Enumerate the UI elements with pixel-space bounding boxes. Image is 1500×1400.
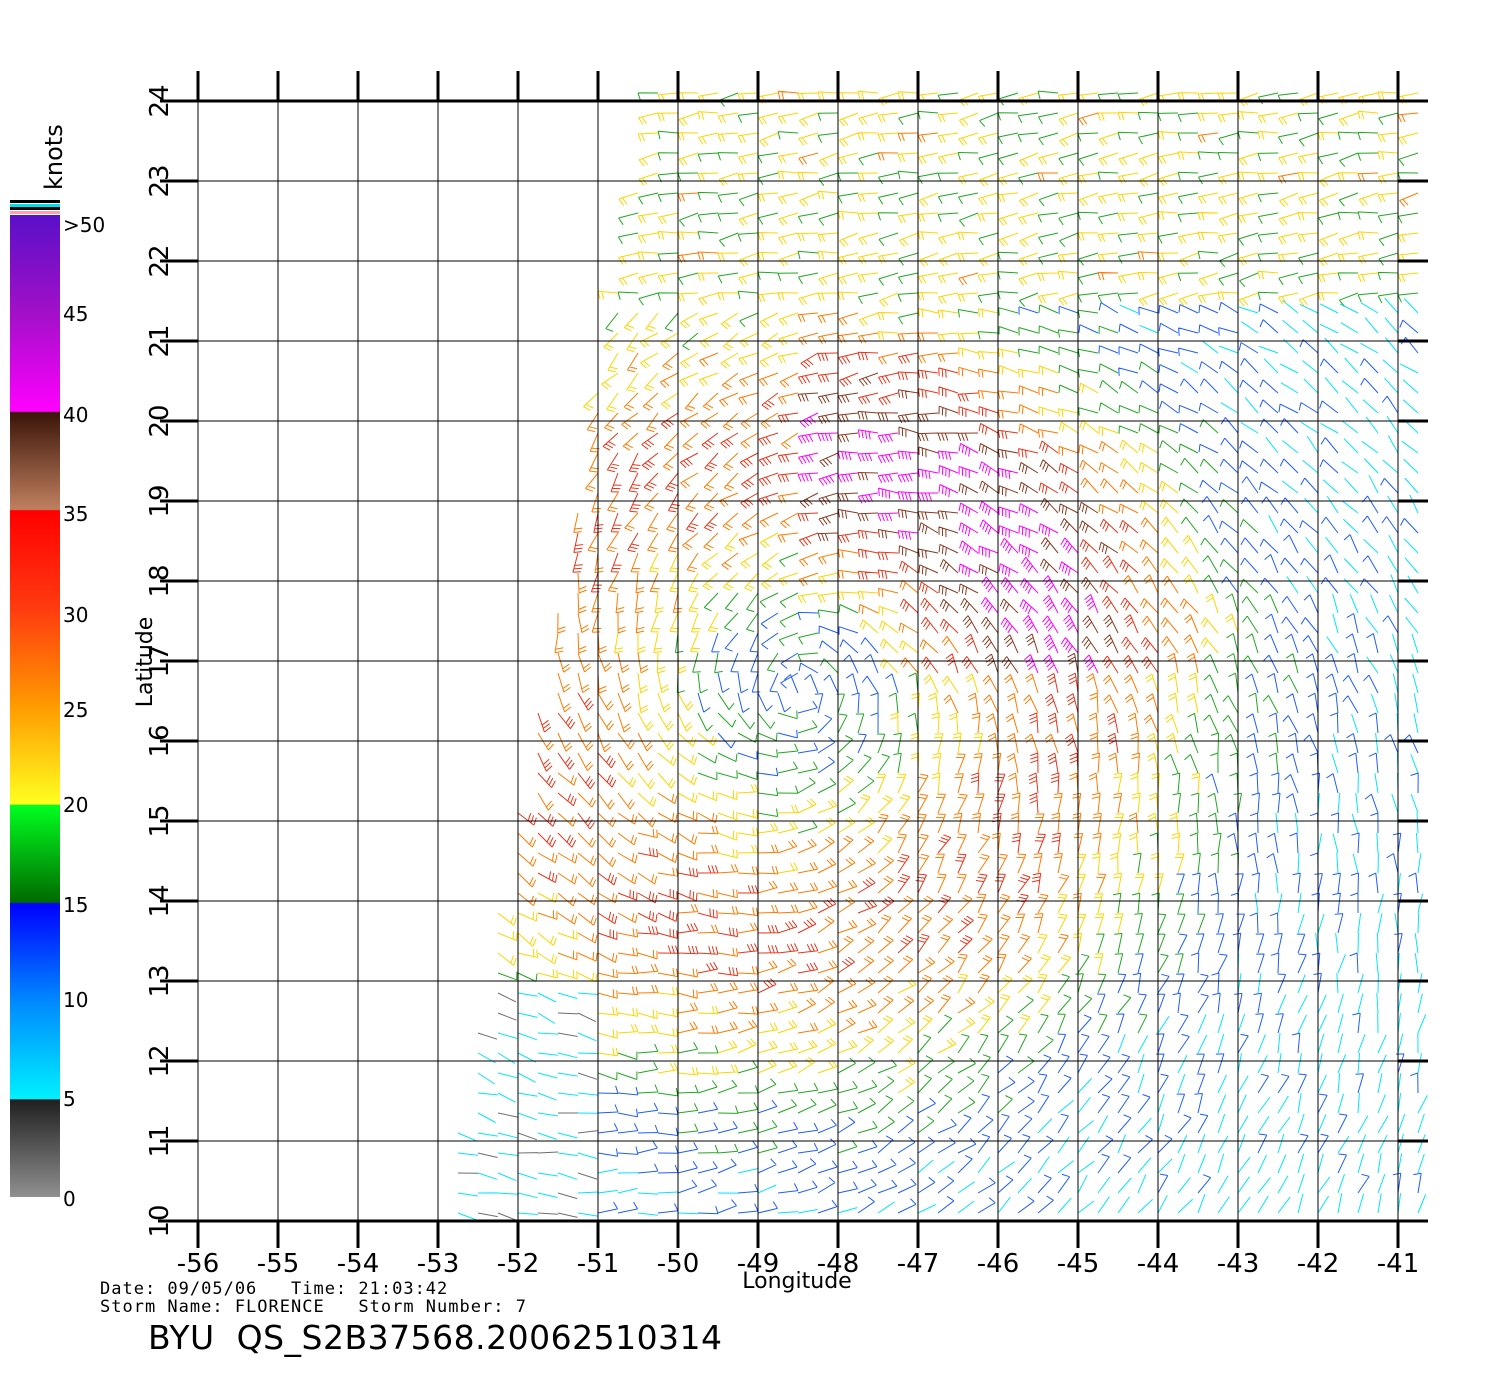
color-bar-swatch [10, 204, 60, 207]
longitude-tick-label: -49 [737, 1249, 779, 1279]
wind-vector-field [457, 90, 1428, 1221]
wind-barb-group [457, 992, 598, 1221]
wind-barb-group [597, 301, 1422, 1215]
latitude-tick-label: 15 [145, 804, 175, 837]
color-bar-label: 30 [63, 603, 88, 627]
longitude-tick-label: -53 [417, 1249, 459, 1279]
longitude-tick-label: -48 [817, 1249, 859, 1279]
y-axis-title: Latitude [133, 617, 158, 708]
color-bar-label: >50 [63, 213, 105, 237]
longitude-tick-label: -56 [177, 1249, 219, 1279]
wind-barb-group [517, 90, 1419, 1034]
latitude-tick-label: 17 [145, 644, 175, 677]
axis-ticks [160, 71, 1428, 1248]
latitude-tick-label: 21 [145, 324, 175, 357]
latitude-tick-labels: 10 11 12 13 14 15 16 17 18 19 20 21 22 23 24 [145, 84, 175, 1237]
product-id: BYU QS_S2B37568.20062510314 [148, 1318, 723, 1357]
wind-barb-group [517, 351, 1159, 994]
wind-speed-color-bar [10, 200, 60, 1197]
latitude-tick-label: 20 [145, 404, 175, 437]
longitude-tick-labels: -56 -55 -54 -53 -52 -51 -50 -49 -48 -47 -46 -45 -44 -… [177, 1249, 1419, 1279]
color-bar-labels: >50 45 40 35 30 25 20 15 10 5 0 [63, 213, 105, 1211]
color-bar-label: 40 [63, 403, 88, 427]
longitude-tick-label: -44 [1137, 1249, 1179, 1279]
longitude-tick-label: -47 [897, 1249, 939, 1279]
color-bar-label: 0 [63, 1187, 76, 1211]
map-grid [158, 99, 1428, 1223]
color-bar-label: 10 [63, 988, 88, 1012]
longitude-tick-label: -45 [1057, 1249, 1099, 1279]
latitude-tick-label: 16 [145, 724, 175, 757]
latitude-tick-label: 11 [145, 1124, 175, 1157]
latitude-tick-label: 10 [145, 1204, 175, 1237]
x-axis-title: Longitude [742, 1269, 851, 1294]
longitude-tick-label: -41 [1377, 1249, 1419, 1279]
color-bar-label: 20 [63, 793, 88, 817]
color-bar-swatch [10, 211, 60, 214]
latitude-tick-label: 23 [145, 164, 175, 197]
wind-barb-group [797, 372, 1119, 674]
color-bar-label: 45 [63, 302, 88, 326]
latitude-tick-label: 13 [145, 964, 175, 997]
color-bar-label: 25 [63, 698, 88, 722]
latitude-tick-label: 18 [145, 564, 175, 597]
latitude-tick-label: 19 [145, 484, 175, 517]
longitude-tick-label: -51 [577, 1249, 619, 1279]
color-bar-gradient [10, 215, 60, 1197]
latitude-tick-label: 14 [145, 884, 175, 917]
longitude-tick-label: -52 [497, 1249, 539, 1279]
longitude-tick-label: -46 [977, 1249, 1019, 1279]
color-bar-label: 5 [63, 1087, 76, 1111]
storm-info-line: Storm Name: FLORENCE Storm Number: 7 [100, 1297, 527, 1317]
longitude-tick-label: -50 [657, 1249, 699, 1279]
color-bar-unit-label: knots [40, 124, 68, 190]
wind-barb-group [497, 90, 1419, 1154]
latitude-tick-label: 22 [145, 244, 175, 277]
latitude-tick-label: 24 [145, 84, 175, 117]
color-bar-swatch [10, 207, 60, 210]
latitude-tick-label: 12 [145, 1044, 175, 1077]
longitude-tick-label: -43 [1217, 1249, 1259, 1279]
longitude-tick-label: -42 [1297, 1249, 1339, 1279]
wind-barb-group [457, 297, 1428, 1221]
longitude-tick-label: -55 [257, 1249, 299, 1279]
color-bar-label: 35 [63, 502, 88, 526]
wind-barb-group [797, 412, 1099, 674]
wind-barb-group [497, 90, 1419, 1094]
date-time-line: Date: 09/05/06 Time: 21:03:42 [100, 1279, 449, 1299]
color-bar-swatch [10, 200, 60, 203]
color-bar-label: 15 [63, 893, 88, 917]
longitude-tick-label: -54 [337, 1249, 379, 1279]
